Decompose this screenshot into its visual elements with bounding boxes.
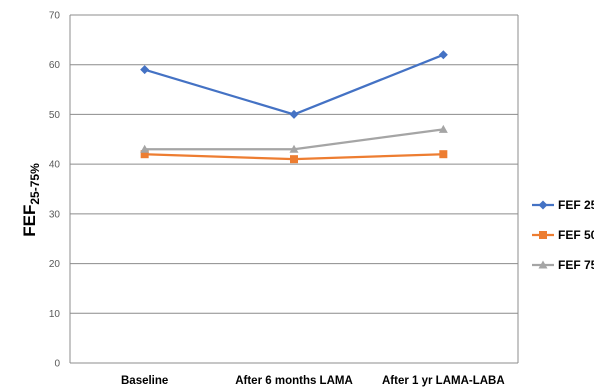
data-point	[438, 124, 448, 133]
y-axis-title-subscript: 25-75%	[28, 163, 42, 205]
legend: FEF 25 FEF 50 FEF 75	[532, 198, 594, 272]
data-point	[290, 155, 298, 164]
y-axis-title: FEF25-75%	[20, 163, 42, 237]
data-point	[289, 109, 299, 119]
legend-label: FEF 50	[558, 228, 594, 242]
axes	[69, 15, 519, 364]
axis-labels: 0 10 20 30 40 50 60 70 Baseline After 6 months LA…	[49, 11, 505, 388]
data-point	[140, 65, 150, 75]
y-tick-label: 60	[49, 60, 61, 71]
x-tick-label: Baseline	[121, 375, 168, 387]
data-point	[438, 50, 448, 60]
legend-marker	[538, 200, 548, 210]
data-point	[289, 144, 299, 153]
data-point	[140, 144, 150, 153]
legend-label: FEF 25	[558, 198, 594, 212]
legend-label: FEF 75	[558, 258, 594, 272]
y-axis-title-main: FEF	[20, 205, 39, 237]
data-point	[140, 150, 149, 159]
legend-marker	[538, 260, 548, 269]
y-tick-label: 30	[49, 209, 61, 220]
y-tick-label: 20	[49, 259, 61, 270]
gridlines	[70, 14, 518, 314]
y-tick-label: 50	[49, 110, 61, 121]
x-tick-label: After 1 yr LAMA-LABA	[382, 375, 505, 387]
y-tick-label: 0	[54, 359, 60, 370]
series-line	[144, 53, 444, 116]
legend-marker	[539, 231, 547, 239]
y-tick-label: 10	[49, 309, 61, 320]
y-tick-label: 40	[49, 160, 61, 171]
y-tick-label: 70	[49, 11, 61, 22]
data-point	[439, 150, 448, 159]
x-tick-label: After 6 months LAMA	[235, 375, 353, 387]
series-lines	[140, 50, 448, 164]
